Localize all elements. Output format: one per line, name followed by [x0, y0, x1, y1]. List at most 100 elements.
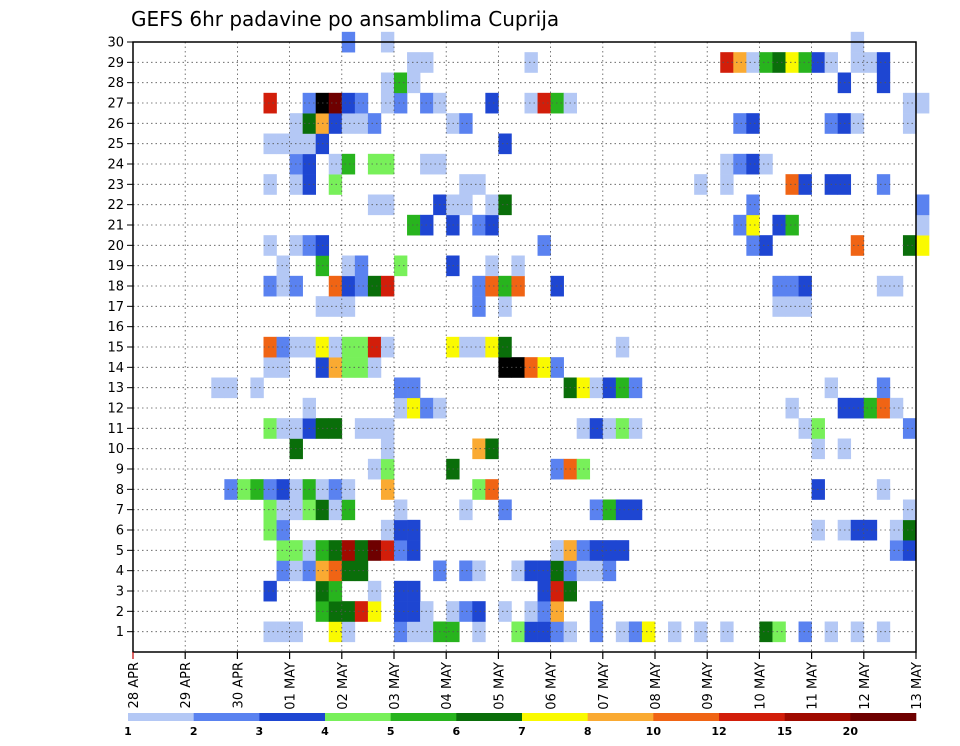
- heatmap-cell: [263, 133, 277, 155]
- heatmap-cell: [641, 621, 656, 643]
- heatmap-cell: [850, 519, 865, 541]
- heatmap-cell: [746, 214, 760, 236]
- heatmap-cell: [263, 621, 277, 643]
- heatmap-cell: [407, 397, 421, 419]
- colorbar-swatch: [587, 713, 654, 721]
- heatmap-cell: [328, 418, 343, 439]
- heatmap-cell: [341, 357, 356, 378]
- heatmap-cell: [354, 357, 369, 378]
- y-tick-label: 13: [107, 381, 124, 396]
- y-tick-label: 29: [107, 56, 124, 71]
- heatmap-cell: [785, 296, 799, 317]
- heatmap-cell: [498, 194, 512, 216]
- heatmap-cell: [407, 377, 421, 399]
- heatmap-cell: [485, 194, 499, 216]
- heatmap-cell: [902, 235, 917, 256]
- heatmap-cell: [380, 194, 395, 216]
- y-tick-label: 22: [107, 198, 124, 213]
- heatmap-cell: [524, 621, 538, 643]
- heatmap-cell: [354, 418, 369, 439]
- y-tick-label: 4: [116, 564, 124, 579]
- x-tick-label: 10 MAY: [753, 662, 768, 710]
- heatmap-cell: [276, 357, 290, 378]
- y-tick-label: 12: [107, 402, 124, 417]
- heatmap-cell: [367, 580, 382, 602]
- grid-layer: [133, 41, 916, 652]
- heatmap-cell: [341, 92, 356, 114]
- heatmap-cell: [367, 275, 382, 297]
- colorbar-swatch: [193, 713, 260, 721]
- heatmap-cell: [498, 499, 512, 521]
- heatmap-cell: [785, 275, 799, 297]
- heatmap-cell: [628, 418, 643, 439]
- heatmap-cell: [589, 560, 604, 582]
- heatmap-cell: [759, 621, 773, 643]
- heatmap-cell: [511, 357, 525, 378]
- heatmap-cell: [341, 540, 356, 561]
- y-tick-label: 18: [107, 280, 124, 295]
- heatmap-cell: [615, 377, 630, 399]
- heatmap-cell: [328, 174, 343, 195]
- heatmap-cell: [772, 52, 786, 73]
- heatmap-cell: [798, 296, 812, 317]
- heatmap-cell: [472, 621, 486, 643]
- colorbar-label: 15: [777, 725, 792, 738]
- heatmap-cell: [850, 52, 865, 73]
- x-tick-label: 28 APR: [127, 662, 142, 708]
- heatmap-cell: [746, 52, 760, 73]
- heatmap-cell: [394, 499, 408, 521]
- x-tick-label: 05 MAY: [492, 662, 507, 710]
- heatmap-cell: [459, 336, 473, 358]
- heatmap-cell: [328, 560, 343, 582]
- heatmap-cell: [498, 133, 512, 155]
- heatmap-cell: [394, 540, 408, 561]
- heatmap-cell: [472, 174, 486, 195]
- heatmap-cell: [498, 296, 512, 317]
- heatmap-cell: [785, 397, 799, 419]
- x-tick-label: 04 MAY: [440, 662, 455, 710]
- heatmap-cell: [850, 621, 865, 643]
- heatmap-cell: [537, 560, 551, 582]
- x-tick-label: 01 MAY: [284, 662, 299, 710]
- heatmap-cell: [341, 621, 356, 643]
- x-tick-label: 11 MAY: [806, 662, 821, 710]
- heatmap-cell: [380, 458, 395, 480]
- heatmap-cell: [485, 438, 499, 460]
- y-tick-label: 8: [116, 483, 124, 498]
- x-tick-label: 08 MAY: [649, 662, 664, 710]
- heatmap-cell: [511, 621, 525, 643]
- colorbar-swatch: [325, 713, 391, 721]
- y-tick-label: 16: [107, 320, 124, 335]
- heatmap-cell: [511, 255, 525, 277]
- colorbar-label: 5: [387, 725, 395, 738]
- colorbar-swatch: [456, 713, 523, 721]
- heatmap-cell: [524, 357, 538, 378]
- colorbar-label: 6: [453, 725, 461, 738]
- x-tick-label: 29 APR: [179, 662, 194, 708]
- heatmap-cell: [485, 275, 499, 297]
- heatmap-cell: [537, 235, 551, 256]
- heatmap-cell: [798, 174, 812, 195]
- heatmap-cell: [276, 255, 290, 277]
- colorbar-swatch: [850, 713, 917, 721]
- y-tick-label: 23: [107, 178, 124, 193]
- y-tick-label: 2: [116, 605, 124, 620]
- x-tick-label: 06 MAY: [545, 662, 560, 710]
- heatmap-cell: [328, 296, 343, 317]
- heatmap-cell: [459, 174, 473, 195]
- heatmap-cell: [354, 92, 369, 114]
- heatmap-cell: [876, 479, 891, 500]
- heatmap-cell: [472, 438, 486, 460]
- heatmap-cell: [276, 133, 290, 155]
- heatmap-cell: [354, 601, 369, 622]
- colorbar-label: 4: [321, 725, 329, 738]
- heatmap-cell: [354, 336, 369, 358]
- heatmap-cell: [876, 397, 891, 419]
- heatmap-cell: [628, 621, 643, 643]
- heatmap-cell: [276, 336, 290, 358]
- heatmap-cell: [328, 540, 343, 561]
- heatmap-cell: [328, 275, 343, 297]
- heatmap-cell: [407, 214, 421, 236]
- heatmap-cell: [902, 113, 917, 134]
